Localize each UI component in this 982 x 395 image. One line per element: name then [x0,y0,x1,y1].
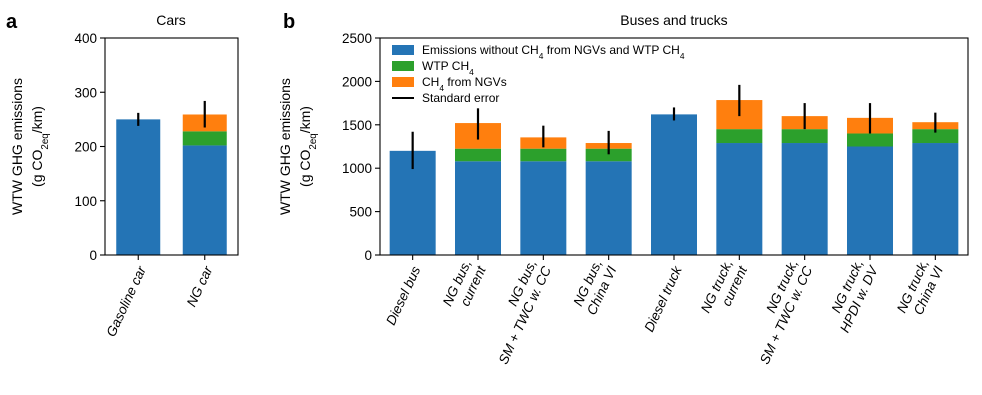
x-tick-label: Gasoline car [103,263,149,338]
y-axis-unit-label: (g CO2eq/km) [297,106,319,187]
x-tick-label: NG bus,China VI [569,257,619,317]
y-axis-unit-label: (g CO2eq/km) [29,106,51,187]
y-tick-label: 400 [74,31,97,46]
y-tick-label: 1500 [342,118,372,133]
y-tick-label: 0 [364,248,372,263]
chart-title: Cars [156,12,186,28]
bar-segment-wtp [781,129,828,144]
bar-segment-base [585,161,632,255]
y-tick-label: 300 [74,85,97,100]
bar-segment-base [182,145,227,255]
panel-label-a: a [6,11,18,33]
bar-segment-base [912,143,959,255]
bar-segment-base [116,119,161,255]
bar-segment-wtp [912,129,959,144]
legend-label: Standard error [422,91,499,105]
y-tick-label: 200 [74,140,97,155]
legend-swatch-base [392,45,414,55]
x-tick-label: NG bus,current [440,256,490,315]
bar-segment-base [455,161,501,255]
x-tick-label: NG truck,SM + TWC w. CC [742,257,815,367]
bar-segment-base [520,161,567,255]
legend-swatch-ngv [392,77,414,87]
x-tick-label: Diesel bus [383,264,423,328]
x-tick-label: NG car [184,263,216,309]
x-tick-label: NG truck,current [698,256,751,322]
y-tick-label: 100 [74,194,97,209]
legend-swatch-wtp [392,61,414,71]
y-tick-label: 2000 [342,74,372,89]
x-tick-label: Diesel truck [641,263,685,334]
bar-segment-wtp [716,129,763,144]
y-axis-label: WTW GHG emissions [9,78,25,215]
bar-segment-wtp [847,133,893,147]
legend-label: Emissions without CH4 from NGVs and WTP … [422,43,685,61]
legend-label: WTP CH4 [422,59,474,77]
panel-label-b: b [283,11,295,33]
y-tick-label: 0 [89,248,97,263]
bar-segment-base [651,114,697,255]
chart-title: Buses and trucks [620,12,727,28]
bar-segment-wtp [455,148,501,162]
x-tick-label: NG bus,SM + TWC w. CC [481,257,554,367]
x-tick-label: NG truck,HPDI w. DV [823,255,882,334]
y-tick-label: 2500 [342,31,372,46]
bar-segment-wtp [182,131,227,146]
bar-segment-base [847,146,893,255]
chart-panel-cars: Cars 0 100 200 300 400 WTW GHG emissions (g CO2… [9,12,239,339]
bar-segment-base [716,143,763,255]
y-axis-label: WTW GHG emissions [277,78,293,215]
y-tick-label: 1000 [342,161,372,176]
bar-segment-wtp [585,148,632,162]
bar-segment-wtp [520,148,567,162]
bar-segment-base [781,143,828,255]
y-tick-label: 500 [349,205,372,220]
legend-label: CH4 from NGVs [422,75,507,93]
chart-panel-buses-trucks: Buses and trucks 0 500 1000 1500 2000 2500 WTW … [277,12,969,367]
x-tick-label: NG truck,China VI [894,257,946,322]
